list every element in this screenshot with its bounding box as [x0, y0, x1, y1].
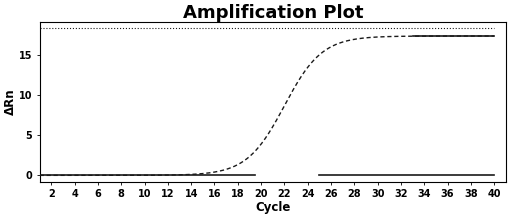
- X-axis label: Cycle: Cycle: [254, 201, 290, 214]
- Y-axis label: ΔRn: ΔRn: [4, 89, 17, 115]
- Title: Amplification Plot: Amplification Plot: [182, 4, 362, 22]
